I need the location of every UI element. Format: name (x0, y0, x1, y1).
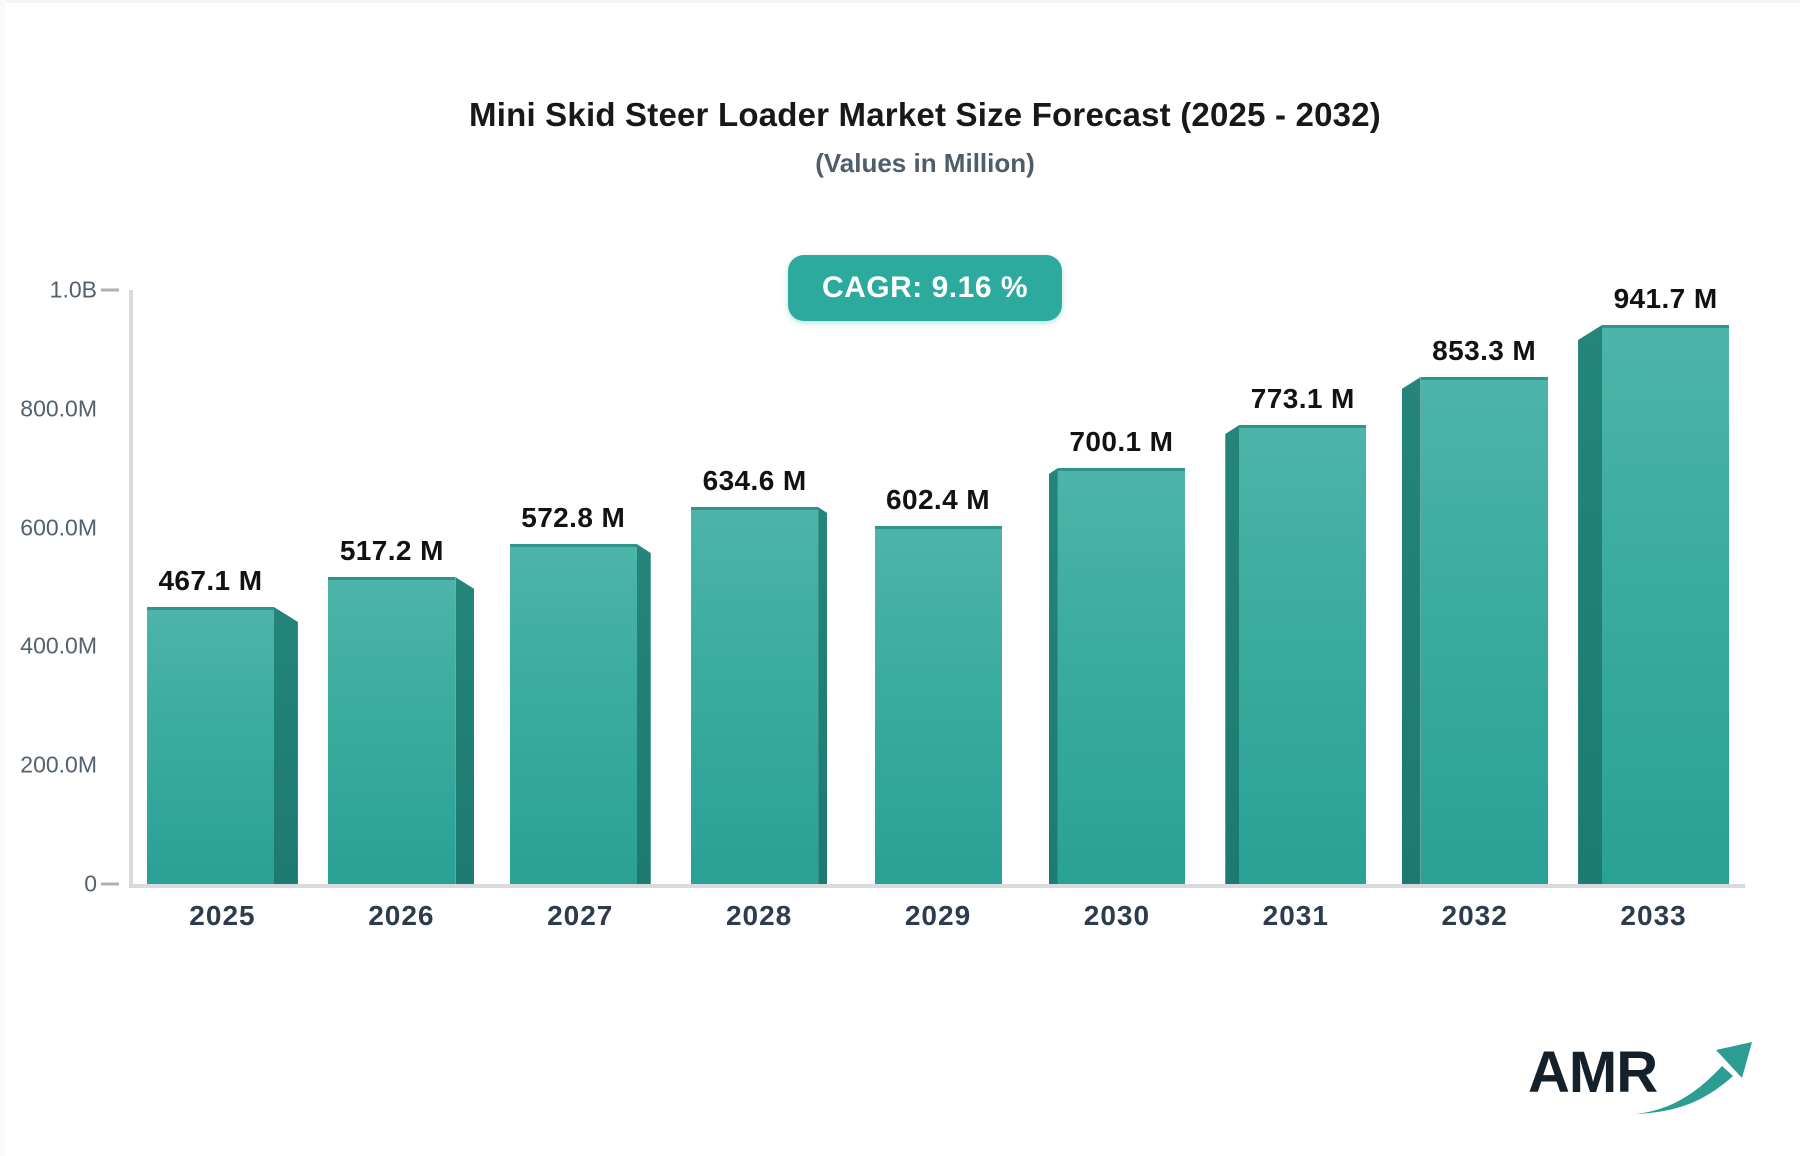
amr-logo: AMR (1528, 1028, 1758, 1118)
y-tick-label: 400.0M (20, 632, 97, 659)
bar-2029[interactable] (874, 526, 1002, 884)
bar-group-2028: 634.6 M (691, 465, 828, 884)
bar-side-face (818, 507, 828, 884)
page-top-border (0, 0, 1800, 3)
bar-group-2025: 467.1 M (146, 565, 298, 884)
bar-side-face (273, 607, 298, 884)
x-axis-label-2026: 2026 (368, 900, 435, 931)
bar-slot: 941.7 M (1564, 283, 1743, 884)
amr-logo-text: AMR (1528, 1040, 1658, 1105)
bar-value-label: 773.1 M (1250, 383, 1355, 414)
x-axis-label-2033: 2033 (1620, 900, 1687, 931)
bar-2033[interactable] (1602, 325, 1730, 884)
x-axis-label-2030: 2030 (1083, 900, 1151, 931)
bar-value-label: 700.1 M (1069, 426, 1174, 457)
bar-group-2030: 700.1 M (1048, 426, 1185, 884)
bar-group-2032: 853.3 M (1401, 335, 1548, 884)
x-axis: 2025 2026 2027 2028 2029 2030 2031 2032 2033 (133, 900, 1743, 932)
bar-side-face (1401, 377, 1421, 884)
y-tick-label: 600.0M (20, 514, 97, 541)
x-axis-label-2025: 2025 (189, 900, 256, 931)
x-axis-label-2029: 2029 (904, 900, 972, 931)
y-tick-label: 200.0M (20, 751, 97, 778)
bar-value-label: 517.2 M (339, 535, 444, 566)
y-axis-line (129, 290, 133, 888)
bar-2031[interactable] (1239, 425, 1367, 884)
bar-group-2026: 517.2 M (328, 535, 475, 884)
bar-value-label: 467.1 M (158, 565, 263, 596)
y-tick-label: 0 (84, 870, 97, 897)
bar-side-face (636, 544, 651, 884)
bar-side-face (1225, 425, 1240, 884)
bar-group-2033: 941.7 M (1578, 283, 1730, 884)
y-tick-dash (101, 288, 119, 292)
bar-group-2029: 602.4 M (874, 484, 1002, 884)
bar-slot: 634.6 M (670, 290, 849, 884)
bar-2026[interactable] (328, 577, 456, 884)
bar-value-label: 634.6 M (702, 465, 807, 496)
bar-value-label: 941.7 M (1613, 283, 1718, 314)
bar-side-face (1578, 325, 1603, 884)
bar-slot: 467.1 M (133, 290, 312, 884)
bar-slot: 602.4 M (849, 290, 1028, 884)
bar-group-2031: 773.1 M (1225, 383, 1367, 884)
x-axis-label-2032: 2032 (1441, 900, 1508, 931)
bar-side-face (1048, 468, 1058, 884)
bar-2028[interactable] (691, 507, 819, 884)
bar-2032[interactable] (1420, 377, 1548, 884)
bar-slot: 517.2 M (312, 290, 491, 884)
bar-value-label: 602.4 M (886, 484, 990, 515)
y-tick-dash (101, 882, 119, 886)
chart-title: Mini Skid Steer Loader Market Size Forec… (469, 96, 1381, 133)
bar-2027[interactable] (509, 544, 637, 884)
bar-2030[interactable] (1057, 468, 1185, 884)
x-axis-line (129, 884, 1745, 888)
bar-slot: 572.8 M (491, 290, 670, 884)
x-axis-label-2031: 2031 (1262, 900, 1329, 931)
x-axis-label-2027: 2027 (547, 900, 614, 931)
page-left-border (0, 0, 5, 1156)
y-tick-label: 800.0M (20, 395, 97, 422)
growth-arrow-icon (1636, 1042, 1752, 1114)
bar-2025[interactable] (146, 607, 274, 884)
bar-slot: 773.1 M (1206, 290, 1385, 884)
plot-area: 467.1 M 517.2 M 572.8 M 634.6 M 602.4 M 700.1… (133, 283, 1743, 884)
x-axis-label-2028: 2028 (725, 900, 793, 931)
bar-value-label: 572.8 M (521, 502, 626, 533)
bar-slot: 853.3 M (1385, 290, 1564, 884)
y-tick-label: 1.0B (49, 276, 97, 303)
bar-slot: 700.1 M (1027, 290, 1206, 884)
cagr-badge: CAGR: 9.16 % (787, 255, 1063, 321)
bar-group-2027: 572.8 M (509, 502, 651, 884)
bar-side-face (455, 577, 475, 884)
chart-subtitle: (Values in Million) (815, 148, 1035, 178)
bar-value-label: 853.3 M (1432, 335, 1537, 366)
